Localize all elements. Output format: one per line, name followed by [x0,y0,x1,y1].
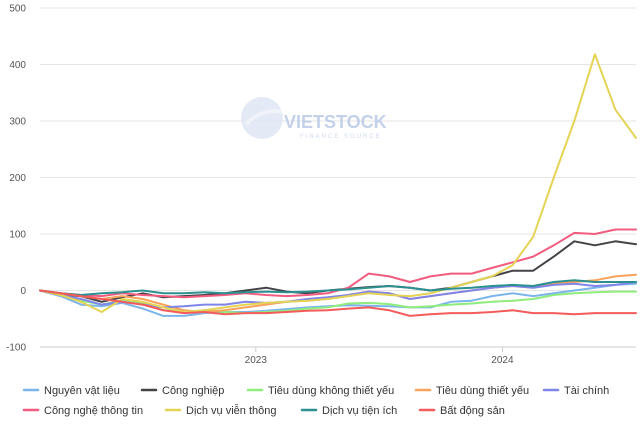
x-tick-label: 2023 [245,355,268,366]
y-tick-label: 0 [20,286,26,297]
legend-item-6[interactable]: Dịch vụ viễn thông [164,404,277,417]
series-line-7 [39,279,637,296]
legend-label: Tài chính [564,385,609,397]
series-line-2 [39,289,637,315]
series-line-5 [39,228,637,299]
y-tick-label: 500 [9,4,26,15]
series-line-6 [39,53,637,313]
vietstock-watermark-logo: VIETSTOCK FINANCE SOURCE [241,97,387,140]
legend-item-1[interactable]: Công nghiệp [140,385,224,397]
legend-item-5[interactable]: Công nghệ thông tin [22,405,143,417]
legend-item-2[interactable]: Tiêu dùng không thiết yếu [246,385,394,397]
legend-item-8[interactable]: Bất động sản [418,405,505,417]
watermark-globe-icon [241,97,283,139]
legend-label: Tiêu dùng không thiết yếu [268,385,394,397]
axes: -100 0 100 200 300 400 500 2023 2024 [6,4,636,366]
legend-label: Công nghệ thông tin [44,405,143,417]
watermark-subtext: FINANCE SOURCE [300,134,382,140]
legend-item-4[interactable]: Tài chính [542,385,609,397]
legend: Nguyên vật liệu Công nghiệp Tiêu dùng khôn… [22,385,609,417]
watermark-swoosh [244,109,283,126]
series-line-8 [39,289,637,317]
legend-item-0[interactable]: Nguyên vật liệu [22,385,120,397]
legend-item-7[interactable]: Dịch vụ tiện ích [300,405,397,417]
legend-label: Tiêu dùng thiết yếu [436,385,529,397]
legend-label: Bất động sản [440,405,505,417]
legend-label: Dịch vụ tiện ích [322,405,397,417]
y-tick-label: 400 [9,60,26,71]
y-tick-label: 300 [9,117,26,128]
series-lines [39,53,637,317]
legend-item-3[interactable]: Tiêu dùng thiết yếu [414,385,529,397]
legend-label: Công nghiệp [162,385,224,397]
y-tick-label: -100 [6,343,26,354]
y-tick-label: 200 [9,173,26,184]
legend-label: Nguyên vật liệu [44,385,120,397]
legend-label: Dịch vụ viễn thông [186,404,277,417]
y-tick-label: 100 [9,230,26,241]
watermark-text: VIETSTOCK [284,112,387,132]
x-tick-label: 2024 [491,355,514,366]
